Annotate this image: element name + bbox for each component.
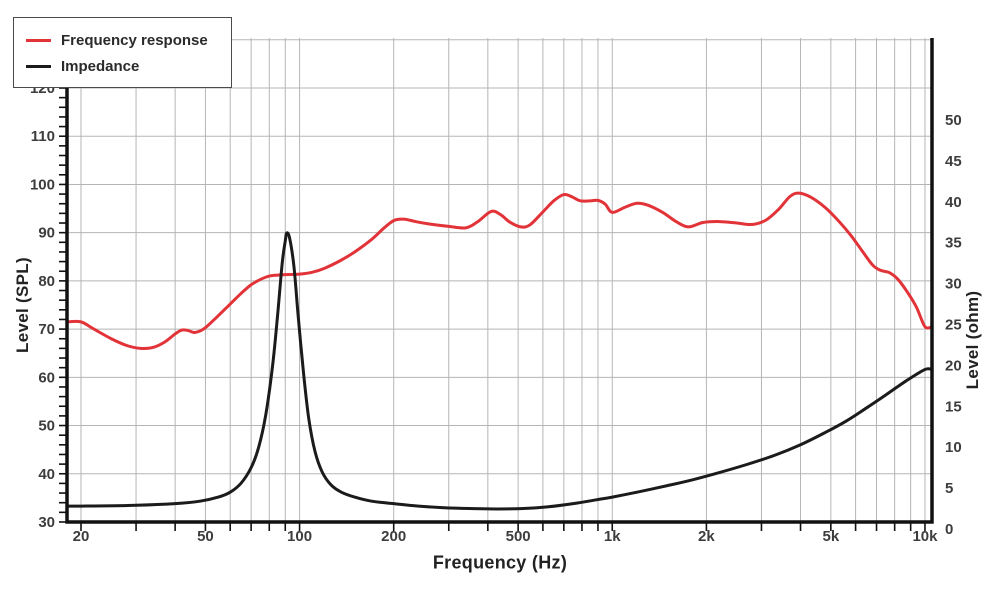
y-left-tick-label: 110 [31,128,55,145]
y-right-tick-label: 5 [945,480,953,497]
legend-item-impedance: Impedance [26,53,219,79]
x-tick-label: 50 [197,528,214,545]
y-left-tick-label: 60 [38,369,55,386]
legend-label-impedance: Impedance [61,57,140,75]
frequency-response-line-icon [26,38,51,42]
y-left-tick-label: 80 [38,273,55,290]
legend: Frequency response Impedance [13,17,232,88]
impedance-curve [65,231,934,511]
y-right-tick-label: 40 [945,194,962,211]
y-axis-title-right: Level (ohm) [963,290,982,390]
y-left-tick-label: 50 [38,418,55,435]
y-right-tick-label: 15 [945,398,962,415]
x-tick-label: 100 [287,528,312,545]
x-tick-label: 1k [604,528,621,545]
y-right-tick-label: 30 [945,276,962,293]
y-right-tick-label: 35 [945,235,962,252]
tick-labels: 3040506070809010011012005101520253035404… [30,80,962,545]
y-left-tick-label: 100 [30,176,55,193]
x-tick-label: 500 [506,528,531,545]
y-right-tick-label: 0 [945,521,953,538]
legend-label-frequency-response: Frequency response [61,31,208,49]
y-right-tick-label: 25 [945,317,962,334]
x-tick-label: 10k [912,528,938,545]
y-left-tick-label: 90 [38,225,55,242]
tick-marks [59,38,926,531]
gridlines [67,38,932,522]
frequency-response-curve [65,191,934,351]
y-left-tick-label: 70 [38,321,55,338]
x-tick-label: 2k [698,528,715,545]
x-tick-label: 20 [73,528,90,545]
y-left-tick-label: 30 [38,514,55,531]
y-right-tick-label: 10 [945,439,962,456]
y-right-tick-label: 45 [945,153,962,170]
x-tick-label: 5k [822,528,839,545]
y-right-tick-label: 50 [945,112,962,129]
legend-item-frequency-response: Frequency response [26,27,219,53]
x-tick-label: 200 [381,528,406,545]
x-axis-title: Frequency (Hz) [432,552,568,573]
y-axis-title-left: Level (SPL) [13,257,32,353]
y-left-tick-label: 40 [38,466,55,483]
y-right-tick-label: 20 [945,357,962,374]
impedance-line-icon [26,64,51,68]
